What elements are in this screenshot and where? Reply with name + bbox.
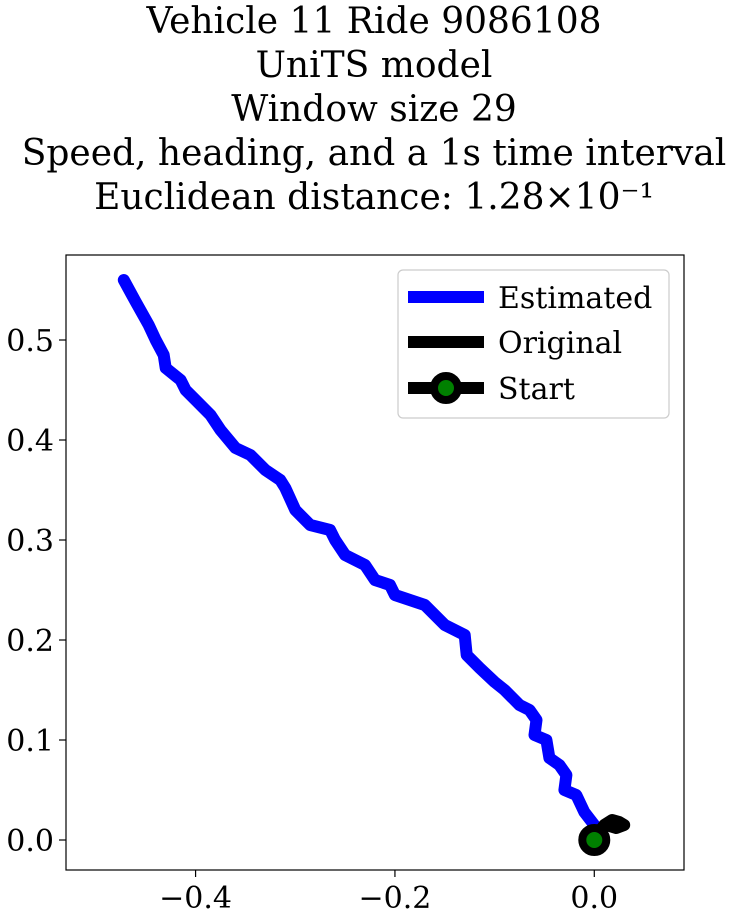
y-tick-label: 0.1 <box>6 724 54 759</box>
x-tick-label: −0.2 <box>359 881 432 916</box>
y-axis-ticks: 0.0 0.1 0.2 0.3 0.4 0.5 <box>6 324 66 859</box>
start-marker <box>578 824 611 856</box>
y-tick-label: 0.4 <box>6 424 54 459</box>
title-line-5: Euclidean distance: 1.28×10⁻¹ <box>94 177 654 218</box>
x-axis-ticks: −0.4 −0.2 0.0 <box>159 870 618 916</box>
y-tick-label: 0.5 <box>6 324 54 359</box>
x-tick-label: −0.4 <box>159 881 232 916</box>
legend: Estimated Original Start <box>397 269 670 419</box>
legend-item-estimated: Estimated <box>408 281 652 316</box>
legend-label: Original <box>498 326 622 361</box>
title-line-4: Speed, heading, and a 1s time interval <box>21 133 727 174</box>
plot-frame <box>65 254 685 871</box>
chart-title: Vehicle 11 Ride 9086108 UniTS model Wind… <box>0 0 748 220</box>
legend-label: Start <box>498 372 575 407</box>
legend-label: Estimated <box>498 281 652 316</box>
title-line-2: UniTS model <box>255 45 493 86</box>
plot-marks <box>117 274 631 856</box>
title-line-1: Vehicle 11 Ride 9086108 <box>146 1 602 42</box>
legend-marker <box>430 372 462 404</box>
estimated-line <box>117 274 601 831</box>
x-tick-label: 0.0 <box>570 881 618 916</box>
legend-box <box>397 269 670 419</box>
title-line-3: Window size 29 <box>231 89 517 130</box>
legend-item-original: Original <box>408 326 622 361</box>
y-tick-label: 0.0 <box>6 824 54 859</box>
y-tick-label: 0.2 <box>6 624 54 659</box>
legend-item-start: Start <box>408 372 575 407</box>
y-tick-label: 0.3 <box>6 524 54 559</box>
